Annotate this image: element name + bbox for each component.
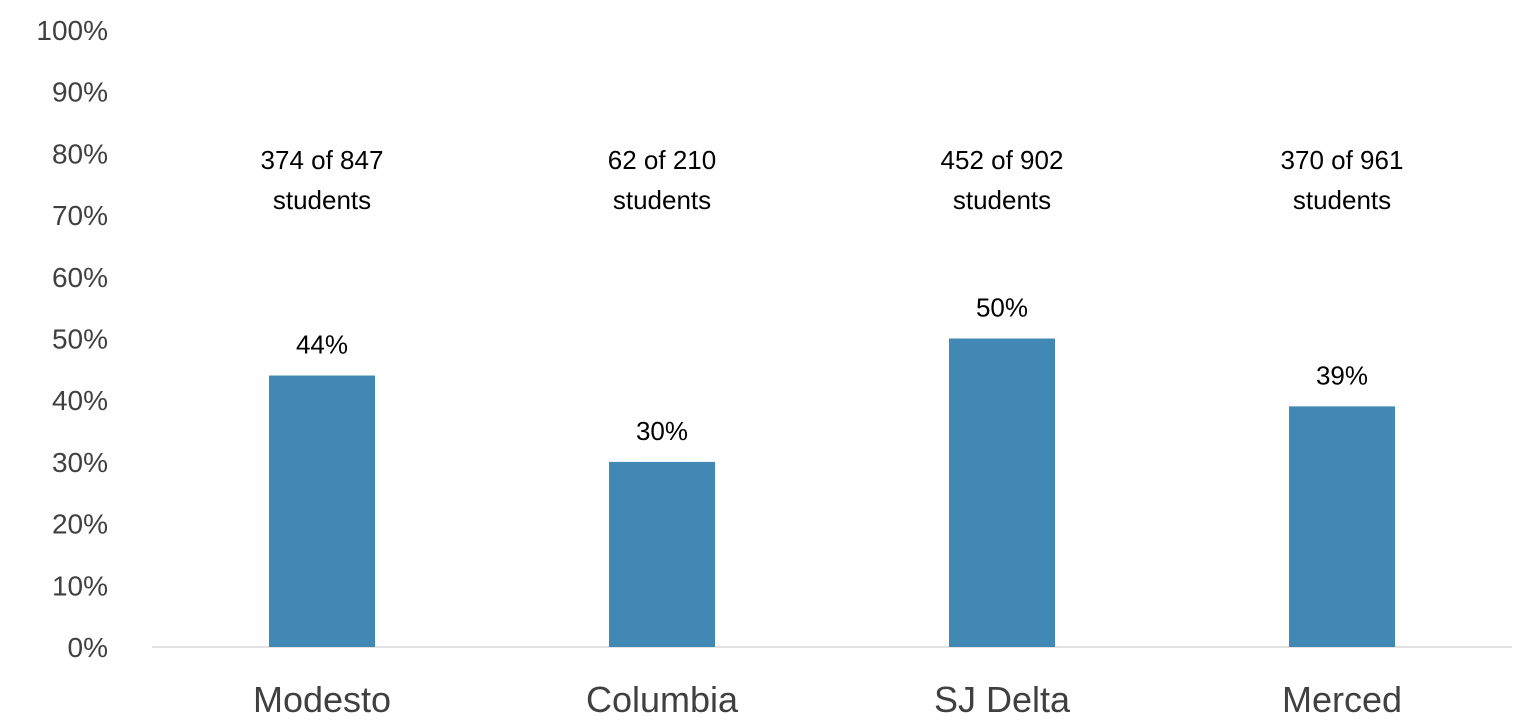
category-labels: Modesto Columbia SJ Delta Merced	[253, 679, 1402, 720]
y-tick-label: 60%	[52, 262, 108, 293]
annotation-count: 62 of 210	[608, 145, 716, 175]
bar-sj-delta	[949, 338, 1055, 647]
annotation-unit: students	[613, 185, 711, 215]
y-axis-ticks: 0% 10% 20% 30% 40% 50% 60% 70% 80% 90% 100%	[36, 15, 108, 663]
annotation-count: 452 of 902	[941, 145, 1064, 175]
annotation-count: 374 of 847	[261, 145, 384, 175]
y-tick-label: 30%	[52, 447, 108, 478]
y-tick-label: 0%	[68, 632, 108, 663]
bar-merced	[1289, 406, 1395, 647]
y-tick-label: 50%	[52, 324, 108, 355]
category-label: SJ Delta	[934, 679, 1071, 720]
value-label: 30%	[636, 416, 688, 446]
y-tick-label: 90%	[52, 77, 108, 108]
annotation-unit: students	[1293, 185, 1391, 215]
y-tick-label: 80%	[52, 138, 108, 169]
bars	[269, 338, 1395, 647]
value-label: 50%	[976, 293, 1028, 323]
annotation-unit: students	[953, 185, 1051, 215]
y-tick-label: 20%	[52, 509, 108, 540]
value-labels: 44% 30% 50% 39%	[296, 293, 1368, 446]
category-label: Columbia	[586, 679, 739, 720]
annotations: 374 of 847 students 62 of 210 students 452 o…	[261, 145, 1404, 215]
category-label: Merced	[1282, 679, 1402, 720]
annotation-count: 370 of 961	[1281, 145, 1404, 175]
value-label: 44%	[296, 330, 348, 360]
annotation-unit: students	[273, 185, 371, 215]
category-label: Modesto	[253, 679, 391, 720]
value-label: 39%	[1316, 360, 1368, 390]
y-tick-label: 100%	[36, 15, 108, 46]
y-tick-label: 70%	[52, 200, 108, 231]
bar-columbia	[609, 461, 715, 647]
bar-modesto	[269, 375, 375, 647]
y-tick-label: 10%	[52, 570, 108, 601]
y-tick-label: 40%	[52, 385, 108, 416]
